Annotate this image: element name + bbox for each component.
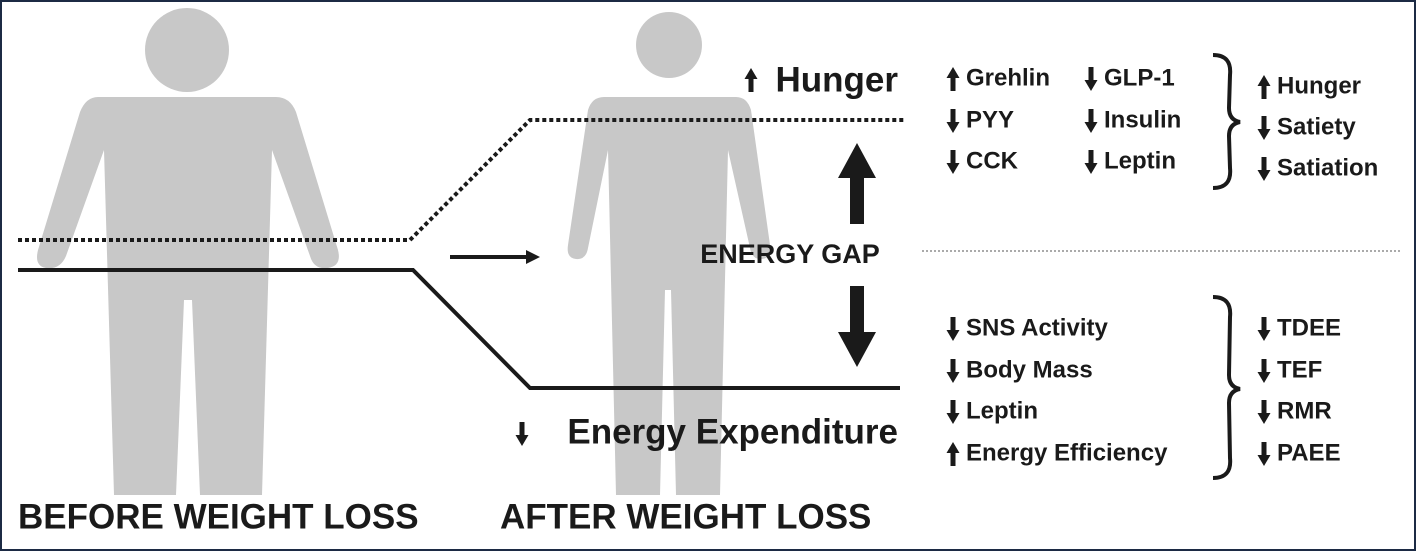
brace	[1212, 295, 1241, 480]
factor-label: SNS Activity	[966, 314, 1108, 341]
hunger-label: Hunger	[776, 60, 899, 99]
factor-label: Leptin	[1104, 147, 1176, 174]
factor-label: RMR	[1277, 397, 1332, 424]
factor-label: PYY	[966, 106, 1014, 133]
factor-list: Grehlin PYY CCK GLP-1 Insulin Leptin Hunger Sat…	[946, 64, 1378, 466]
before-figure	[37, 8, 339, 495]
hunger-line	[18, 118, 905, 242]
before-label: BEFORE WEIGHT LOSS	[18, 497, 419, 536]
down-arrow	[838, 286, 876, 367]
factor-label: Grehlin	[966, 64, 1050, 91]
expenditure-line	[18, 268, 900, 390]
factor-label: GLP-1	[1104, 64, 1175, 91]
brace	[1212, 53, 1241, 190]
energy-expenditure-label: Energy Expenditure	[567, 412, 898, 451]
factor-label: Leptin	[966, 397, 1038, 424]
factor-label: Insulin	[1104, 106, 1181, 133]
factor-label: Satiety	[1277, 113, 1356, 140]
right-arrow-head	[526, 250, 540, 264]
factor-label: Satiation	[1277, 154, 1378, 181]
factor-label: TDEE	[1277, 314, 1341, 341]
factor-label: Energy Efficiency	[966, 439, 1168, 466]
factor-label: TEF	[1277, 356, 1322, 383]
factor-label: PAEE	[1277, 439, 1341, 466]
after-figure	[567, 12, 771, 495]
factor-label: CCK	[966, 147, 1019, 174]
energy-gap-label: ENERGY GAP	[700, 239, 880, 269]
after-label: AFTER WEIGHT LOSS	[500, 497, 871, 536]
up-arrow	[838, 143, 876, 224]
factor-label: Body Mass	[966, 356, 1093, 383]
factor-label: Hunger	[1277, 72, 1361, 99]
